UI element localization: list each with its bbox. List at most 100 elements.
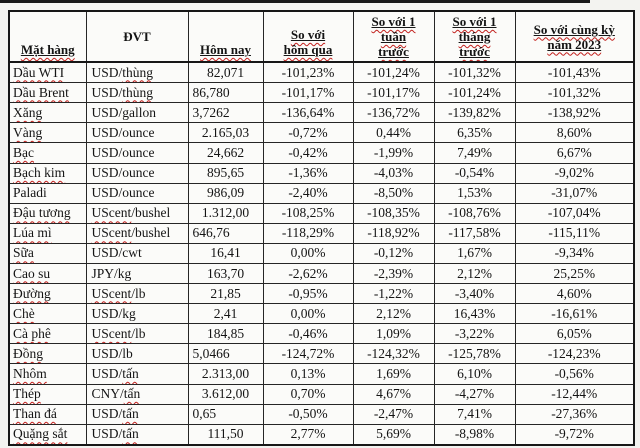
vs-yesterday-cell: 0,00% [262, 303, 354, 325]
vs-yesterday-cell: -2,62% [262, 263, 354, 285]
table-row: Vàng USD/ounce 2.165,03 -0,72% 0,44% 6,35% 8,6… [8, 122, 635, 144]
item-name-cell: Vàng [8, 122, 87, 144]
today-price-cell: 21,85 [187, 283, 264, 305]
today-price-cell: 646,76 [187, 222, 264, 244]
item-name-cell: Cao su [8, 263, 87, 285]
vs-month-cell: -125,78% [433, 343, 516, 365]
vs-year-cell: -115,11% [514, 222, 635, 244]
today-price-cell: 1.312,00 [187, 202, 264, 224]
vs-yesterday-cell: -118,29% [262, 222, 354, 244]
vs-year-cell: -101,43% [514, 61, 635, 84]
vs-month-cell: 1,53% [433, 182, 516, 204]
vs-year-cell: -107,04% [514, 202, 635, 224]
today-price-cell: 5,0466 [187, 343, 264, 365]
unit-cell: USD/kg [85, 303, 189, 325]
column-header-label: trước [378, 44, 409, 59]
vs-week-cell: -101,17% [352, 82, 435, 104]
item-name-cell: Quặng sắt [8, 423, 87, 446]
vs-week-cell: 1,09% [352, 323, 435, 345]
vs-week-cell: 1,69% [352, 363, 435, 385]
vs-yesterday-cell: -124,72% [262, 343, 354, 365]
today-price-cell: 111,50 [187, 423, 264, 446]
table-row: Dầu WTI USD/thùng 82,071 -101,23% -101,24% -1… [8, 61, 635, 84]
vs-week-cell: -4,03% [352, 162, 435, 184]
vs-yesterday-cell: -0,46% [262, 323, 354, 345]
column-header-label: tháng [458, 29, 491, 44]
vs-yesterday-cell: -108,25% [262, 202, 354, 224]
unit-cell: UScent/lb [85, 283, 189, 305]
vs-week-cell: -2,47% [352, 403, 435, 425]
vs-year-cell: 25,25% [514, 263, 635, 285]
vs-month-cell: -3,22% [433, 323, 516, 345]
unit-cell: USD/cwt [85, 242, 189, 265]
vs-year-cell: -9,72% [514, 423, 635, 446]
vs-year-cell: -9,34% [514, 242, 635, 265]
today-price-cell: 986,09 [187, 182, 264, 204]
table-row: Cao su JPY/kg 163,70 -2,62% -2,39% 2,12% 25,25… [8, 263, 635, 285]
item-name-cell: Bạch kim [8, 162, 87, 184]
unit-cell: USD/tấn [85, 363, 189, 385]
item-name-cell: Paladi [8, 182, 87, 204]
vs-year-cell: -124,23% [514, 343, 635, 365]
vs-month-cell: -108,76% [433, 202, 516, 224]
table-row: Đồng USD/lb 5,0466 -124,72% -124,32% -125,78%… [8, 343, 635, 365]
table-row: Đường UScent/lb 21,85 -0,95% -1,22% -3,40% 4,6… [8, 283, 635, 305]
unit-cell: USD/lb [85, 343, 189, 365]
column-header-item: Mặt hàng [8, 10, 87, 63]
today-price-cell: 3.612,00 [187, 383, 264, 405]
vs-year-cell: 6,67% [514, 142, 635, 164]
table-row: Đậu tương UScent/bushel 1.312,00 -108,25% -1… [8, 202, 635, 224]
vs-week-cell: -108,35% [352, 202, 435, 224]
unit-cell: JPY/kg [85, 263, 189, 285]
today-price-cell: 184,85 [187, 323, 264, 345]
vs-yesterday-cell: -136,64% [262, 102, 354, 124]
vs-yesterday-cell: 0,00% [262, 242, 354, 265]
item-name-cell: Lúa mì [8, 222, 87, 244]
vs-week-cell: 4,67% [352, 383, 435, 405]
table-row: Xăng USD/gallon 3,7262 -136,64% -136,72% -139… [8, 102, 635, 124]
column-header-label: So với 1 [452, 14, 497, 29]
unit-cell: UScent/lb [85, 323, 189, 345]
table-row: Nhôm USD/tấn 2.313,00 0,13% 1,69% 6,10% -0,56% [8, 363, 635, 385]
today-price-cell: 24,662 [187, 142, 264, 164]
vs-week-cell: -101,24% [352, 61, 435, 84]
vs-year-cell: -0,56% [514, 363, 635, 385]
unit-cell: USD/thùng [85, 61, 189, 84]
item-name-cell: Đồng [8, 343, 87, 365]
column-header-vs_year: So với cùng kỳ năm 2023 [514, 10, 635, 63]
unit-cell: USD/ounce [85, 142, 189, 164]
item-name-cell: Bạc [8, 142, 87, 164]
vs-week-cell: 2,12% [352, 303, 435, 325]
vs-yesterday-cell: 0,70% [262, 383, 354, 405]
column-header-unit: ĐVT [85, 10, 189, 63]
vs-yesterday-cell: -0,95% [262, 283, 354, 305]
today-price-cell: 16,41 [187, 242, 264, 265]
today-price-cell: 163,70 [187, 263, 264, 285]
vs-yesterday-cell: -101,17% [262, 82, 354, 104]
item-name-cell: Dầu WTI [8, 61, 87, 84]
vs-yesterday-cell: 2,77% [262, 423, 354, 446]
item-name-cell: Sữa [8, 242, 87, 265]
unit-cell: USD/tấn [85, 403, 189, 425]
vs-week-cell: -0,12% [352, 242, 435, 265]
vs-month-cell: -4,27% [433, 383, 516, 405]
unit-cell: USD/ounce [85, 122, 189, 144]
item-name-cell: Cà phê [8, 323, 87, 345]
today-price-cell: 2.165,03 [187, 122, 264, 144]
vs-week-cell: 5,69% [352, 423, 435, 446]
table-row: Bạch kim USD/ounce 895,65 -1,36% -4,03% -0,54… [8, 162, 635, 184]
unit-cell: UScent/bushel [85, 202, 189, 224]
column-header-label: năm 2023 [547, 36, 602, 52]
unit-cell: USD/thùng [85, 82, 189, 104]
vs-year-cell: 6,05% [514, 323, 635, 345]
vs-year-cell: -9,02% [514, 162, 635, 184]
unit-cell: USD/tấn [85, 423, 189, 446]
vs-year-cell: 8,60% [514, 122, 635, 144]
vs-month-cell: -0,54% [433, 162, 516, 184]
top-divider-line [0, 0, 590, 3]
column-header-label: So với [290, 27, 326, 42]
today-price-cell: 2,41 [187, 303, 264, 325]
column-header-label: trước [459, 44, 490, 59]
today-price-cell: 2.313,00 [187, 363, 264, 385]
